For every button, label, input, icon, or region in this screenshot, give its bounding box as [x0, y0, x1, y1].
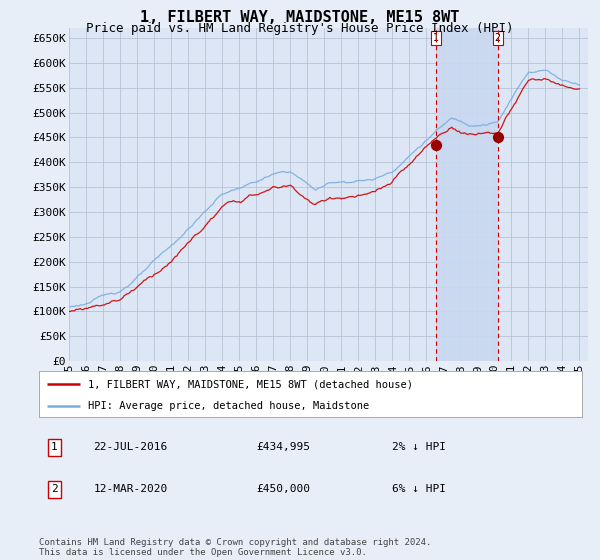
Text: 2% ↓ HPI: 2% ↓ HPI — [392, 442, 446, 452]
Text: 1, FILBERT WAY, MAIDSTONE, ME15 8WT (detached house): 1, FILBERT WAY, MAIDSTONE, ME15 8WT (det… — [88, 379, 413, 389]
Text: 6% ↓ HPI: 6% ↓ HPI — [392, 484, 446, 494]
Text: £434,995: £434,995 — [256, 442, 310, 452]
Text: 1: 1 — [51, 442, 58, 452]
Text: 22-JUL-2016: 22-JUL-2016 — [94, 442, 167, 452]
Text: HPI: Average price, detached house, Maidstone: HPI: Average price, detached house, Maid… — [88, 401, 369, 410]
Text: 2: 2 — [495, 33, 500, 43]
Point — [493, 133, 502, 142]
Text: 1: 1 — [433, 33, 439, 43]
Text: £450,000: £450,000 — [256, 484, 310, 494]
Text: 12-MAR-2020: 12-MAR-2020 — [94, 484, 167, 494]
Text: 2: 2 — [51, 484, 58, 494]
Text: 1, FILBERT WAY, MAIDSTONE, ME15 8WT: 1, FILBERT WAY, MAIDSTONE, ME15 8WT — [140, 10, 460, 25]
Text: Price paid vs. HM Land Registry's House Price Index (HPI): Price paid vs. HM Land Registry's House … — [86, 22, 514, 35]
Bar — [436, 28, 497, 361]
Text: Contains HM Land Registry data © Crown copyright and database right 2024.
This d: Contains HM Land Registry data © Crown c… — [39, 538, 431, 557]
Point — [431, 141, 440, 150]
